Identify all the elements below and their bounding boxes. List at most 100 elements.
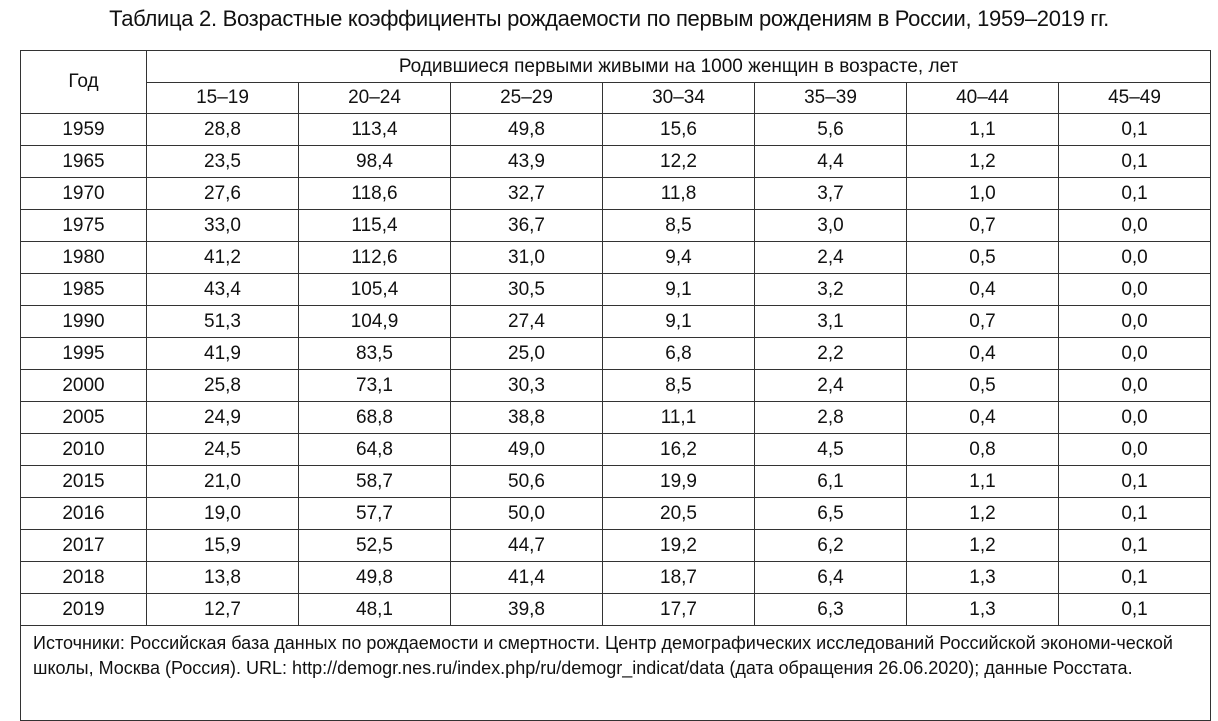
value-cell: 8,5 <box>602 369 755 402</box>
year-cell: 1975 <box>20 209 147 242</box>
year-cell: 1985 <box>20 273 147 306</box>
value-cell: 41,2 <box>146 241 299 274</box>
value-cell: 15,6 <box>602 113 755 146</box>
value-cell: 0,0 <box>1057 401 1212 434</box>
value-cell: 0,0 <box>1057 433 1212 466</box>
value-cell: 0,5 <box>906 241 1059 274</box>
value-cell: 68,8 <box>298 401 451 434</box>
value-cell: 15,9 <box>146 529 299 562</box>
value-cell: 20,5 <box>602 497 755 530</box>
table-header: Год Родившиеся первыми живыми на 1000 же… <box>20 50 1212 114</box>
value-cell: 4,5 <box>754 433 907 466</box>
value-cell: 105,4 <box>298 273 451 306</box>
value-cell: 12,7 <box>146 593 299 626</box>
year-cell: 2015 <box>20 465 147 498</box>
year-cell: 1980 <box>20 241 147 274</box>
year-cell: 1959 <box>20 113 147 146</box>
age-groups-row: 15–19 20–24 25–29 30–34 35–39 40–44 45–49 <box>21 82 1212 114</box>
value-cell: 27,6 <box>146 177 299 210</box>
table-row: 1975 33,0 115,4 36,7 8,5 3,0 0,7 0,0 <box>20 209 1212 242</box>
age-group-header: Родившиеся первыми живыми на 1000 женщин… <box>145 50 1212 83</box>
value-cell: 3,7 <box>754 177 907 210</box>
value-cell: 0,1 <box>1057 177 1212 210</box>
value-cell: 18,7 <box>602 561 755 594</box>
value-cell: 9,1 <box>602 305 755 338</box>
value-cell: 1,1 <box>906 465 1059 498</box>
age-group-cell: 25–29 <box>450 82 603 114</box>
value-cell: 43,4 <box>146 273 299 306</box>
table-row: 2016 19,0 57,7 50,0 20,5 6,5 1,2 0,1 <box>20 497 1212 530</box>
value-cell: 83,5 <box>298 337 451 370</box>
value-cell: 0,7 <box>906 209 1059 242</box>
year-cell: 2000 <box>20 369 147 402</box>
value-cell: 48,1 <box>298 593 451 626</box>
value-cell: 25,0 <box>450 337 603 370</box>
value-cell: 49,8 <box>450 113 603 146</box>
year-cell: 2016 <box>20 497 147 530</box>
value-cell: 41,9 <box>146 337 299 370</box>
value-cell: 5,6 <box>754 113 907 146</box>
age-group-cell: 45–49 <box>1057 82 1212 114</box>
value-cell: 0,0 <box>1057 337 1212 370</box>
value-cell: 2,8 <box>754 401 907 434</box>
value-cell: 0,4 <box>906 273 1059 306</box>
value-cell: 118,6 <box>298 177 451 210</box>
year-cell: 1990 <box>20 305 147 338</box>
value-cell: 23,5 <box>146 145 299 178</box>
table-row: 2018 13,8 49,8 41,4 18,7 6,4 1,3 0,1 <box>20 561 1212 594</box>
value-cell: 64,8 <box>298 433 451 466</box>
value-cell: 104,9 <box>298 305 451 338</box>
value-cell: 30,5 <box>450 273 603 306</box>
value-cell: 50,0 <box>450 497 603 530</box>
value-cell: 33,0 <box>146 209 299 242</box>
table-body: 1959 28,8 113,4 49,8 15,6 5,6 1,1 0,1 1965 23,5 98… <box>19 113 1212 721</box>
fertility-table: Год Родившиеся первыми живыми на 1000 же… <box>19 50 1212 721</box>
value-cell: 0,5 <box>906 369 1059 402</box>
value-cell: 49,0 <box>450 433 603 466</box>
value-cell: 98,4 <box>298 145 451 178</box>
year-cell: 2018 <box>20 561 147 594</box>
value-cell: 6,5 <box>754 497 907 530</box>
value-cell: 0,0 <box>1057 241 1212 274</box>
table-row: 2015 21,0 58,7 50,6 19,9 6,1 1,1 0,1 <box>20 465 1212 498</box>
value-cell: 1,1 <box>906 113 1059 146</box>
value-cell: 0,4 <box>906 401 1059 434</box>
value-cell: 58,7 <box>298 465 451 498</box>
value-cell: 6,3 <box>754 593 907 626</box>
year-column-header: Год <box>20 50 147 114</box>
value-cell: 1,3 <box>906 561 1059 594</box>
table-row: 1980 41,2 112,6 31,0 9,4 2,4 0,5 0,0 <box>20 241 1212 274</box>
value-cell: 2,4 <box>754 369 907 402</box>
age-group-cell: 20–24 <box>298 82 451 114</box>
value-cell: 19,0 <box>146 497 299 530</box>
year-cell: 2010 <box>20 433 147 466</box>
value-cell: 0,4 <box>906 337 1059 370</box>
value-cell: 0,0 <box>1057 369 1212 402</box>
value-cell: 1,2 <box>906 145 1059 178</box>
value-cell: 0,8 <box>906 433 1059 466</box>
value-cell: 0,7 <box>906 305 1059 338</box>
value-cell: 43,9 <box>450 145 603 178</box>
value-cell: 51,3 <box>146 305 299 338</box>
value-cell: 115,4 <box>298 209 451 242</box>
value-cell: 24,9 <box>146 401 299 434</box>
value-cell: 1,3 <box>906 593 1059 626</box>
value-cell: 39,8 <box>450 593 603 626</box>
table-row: 1965 23,5 98,4 43,9 12,2 4,4 1,2 0,1 <box>20 145 1212 178</box>
age-group-cell: 35–39 <box>754 82 907 114</box>
year-cell: 1995 <box>20 337 147 370</box>
value-cell: 49,8 <box>298 561 451 594</box>
table-row: 1995 41,9 83,5 25,0 6,8 2,2 0,4 0,0 <box>20 337 1212 370</box>
value-cell: 73,1 <box>298 369 451 402</box>
value-cell: 9,4 <box>602 241 755 274</box>
value-cell: 8,5 <box>602 209 755 242</box>
year-cell: 2005 <box>20 401 147 434</box>
value-cell: 52,5 <box>298 529 451 562</box>
value-cell: 0,1 <box>1057 561 1212 594</box>
table-row: 2005 24,9 68,8 38,8 11,1 2,8 0,4 0,0 <box>20 401 1212 434</box>
value-cell: 3,0 <box>754 209 907 242</box>
value-cell: 6,2 <box>754 529 907 562</box>
value-cell: 3,2 <box>754 273 907 306</box>
value-cell: 3,1 <box>754 305 907 338</box>
value-cell: 0,0 <box>1057 209 1212 242</box>
